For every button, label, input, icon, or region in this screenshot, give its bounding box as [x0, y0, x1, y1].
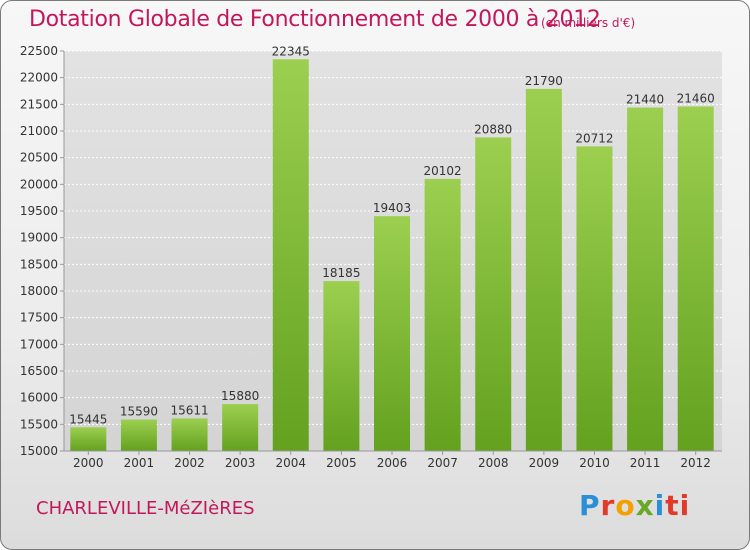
bar-value-label: 20712	[575, 131, 613, 145]
y-tick-label: 21500	[20, 97, 58, 111]
logo-letter: o	[615, 489, 636, 522]
bar-2010	[576, 146, 613, 452]
logo-letter: P	[579, 489, 601, 522]
x-tick-label: 2003	[225, 456, 256, 470]
bar-2003	[222, 404, 259, 451]
bar-value-label: 15880	[221, 389, 259, 403]
x-axis-labels: 2000 2001 2002 2003 2004 2005 2006 2007 2008 2009…	[73, 451, 711, 470]
bar-2000	[70, 427, 107, 451]
x-tick-label: 2004	[275, 456, 306, 470]
y-tick-label: 16000	[20, 391, 58, 405]
y-tick-label: 19000	[20, 231, 58, 245]
bar-value-label: 20102	[424, 164, 462, 178]
y-axis-labels: 15000 15500 16000 16500 17000 17500 18000 18500…	[20, 44, 64, 458]
x-tick-label: 2008	[478, 456, 509, 470]
y-tick-label: 19500	[20, 204, 58, 218]
x-tick-label: 2012	[680, 456, 711, 470]
bar-value-label: 20880	[474, 122, 512, 136]
bar-value-label: 19403	[373, 201, 411, 215]
bar-value-label: 15590	[120, 405, 158, 419]
x-tick-label: 2007	[427, 456, 458, 470]
x-tick-label: 2010	[579, 456, 610, 470]
bar-value-label: 21440	[626, 93, 664, 107]
logo-letter: i	[654, 489, 666, 522]
y-tick-label: 22000	[20, 71, 58, 85]
y-tick-label: 22500	[20, 44, 58, 58]
bar-value-label: 21460	[677, 91, 715, 105]
x-tick-label: 2009	[529, 456, 560, 470]
x-tick-label: 2006	[377, 456, 408, 470]
town-name: CHARLEVILLE-MéZIèRES	[36, 498, 255, 519]
logo-letter: r	[600, 489, 616, 522]
y-tick-label: 20000	[20, 177, 58, 191]
bar-value-label: 15611	[170, 403, 208, 417]
x-tick-label: 2011	[630, 456, 661, 470]
y-tick-label: 21000	[20, 124, 58, 138]
bar-2011	[627, 107, 664, 452]
bar-2002	[171, 418, 208, 451]
y-tick-label: 16500	[20, 364, 58, 378]
bars: 15445 15590 15611 15880 22345 18185 19403 20102…	[69, 44, 715, 452]
x-tick-label: 2000	[73, 456, 104, 470]
x-tick-label: 2005	[326, 456, 357, 470]
bar-2008	[475, 137, 512, 451]
logo-letter: ti	[665, 489, 691, 522]
y-tick-label: 17000	[20, 337, 58, 351]
chart-subtitle: (en milliers d'€)	[541, 16, 636, 30]
x-tick-label: 2001	[124, 456, 155, 470]
bar-2001	[120, 419, 157, 451]
y-tick-label: 15500	[20, 417, 58, 431]
proxiti-logo-icon: Proxiti	[579, 489, 690, 522]
y-tick-label: 18000	[20, 284, 58, 298]
bar-value-label: 15445	[69, 412, 107, 426]
bar-value-label: 18185	[322, 266, 360, 280]
logo-letter: x	[635, 489, 655, 522]
x-tick-label: 2002	[174, 456, 205, 470]
chart-title: Dotation Globale de Fonctionnement de 20…	[29, 7, 601, 32]
y-tick-label: 20500	[20, 151, 58, 165]
y-tick-label: 18500	[20, 257, 58, 271]
bar-value-label: 22345	[272, 44, 310, 58]
bar-2004	[272, 59, 309, 452]
bar-2006	[374, 216, 410, 451]
bar-2012	[677, 106, 714, 451]
bar-value-label: 21790	[525, 74, 563, 88]
y-tick-label: 15000	[20, 444, 58, 458]
bar-2009	[525, 88, 562, 451]
y-tick-label: 17500	[20, 311, 58, 325]
bar-2005	[323, 281, 360, 451]
bar-2007	[424, 178, 461, 452]
